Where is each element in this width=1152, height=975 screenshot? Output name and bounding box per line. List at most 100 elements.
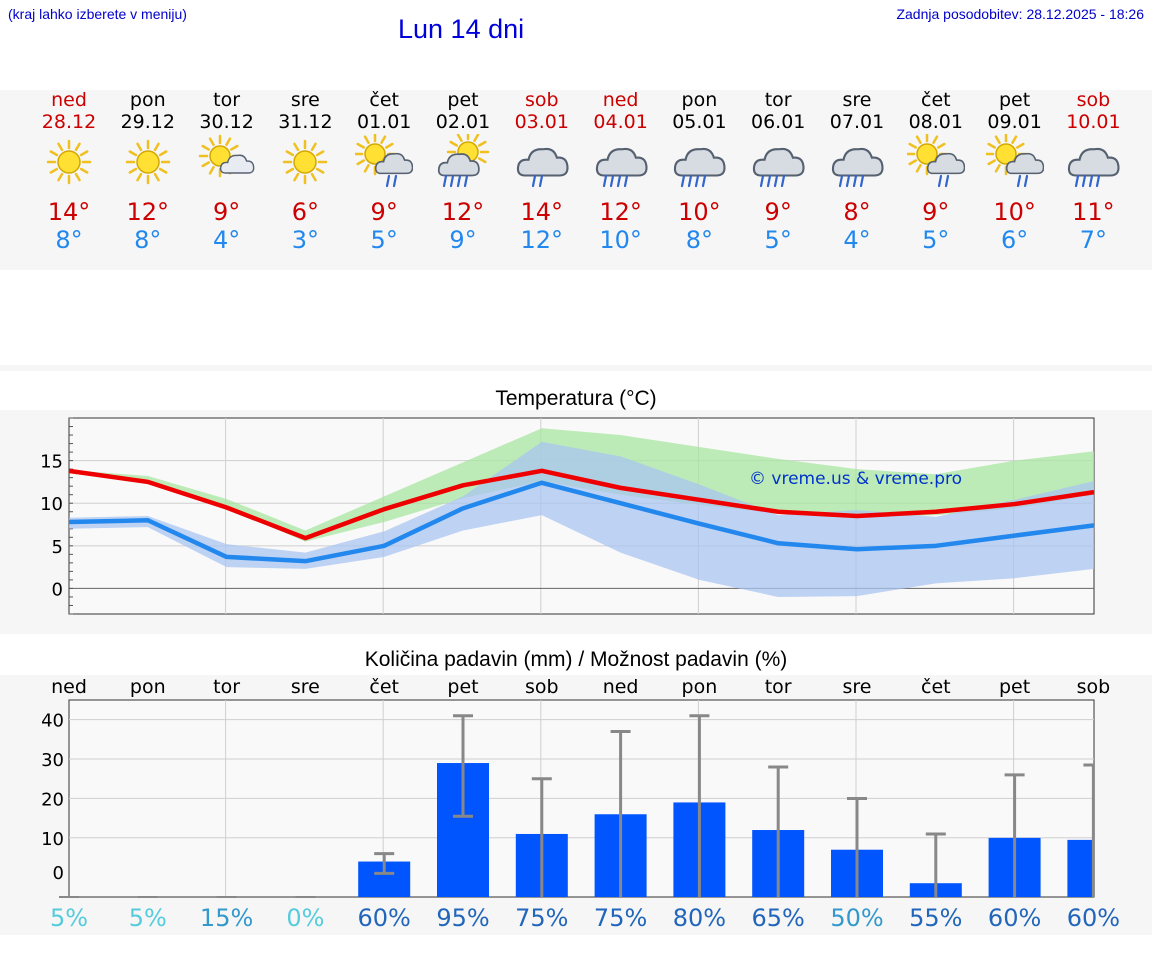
y-tick-label: 10: [41, 829, 64, 850]
temp-min: 5°: [922, 226, 950, 254]
precip-day-label: pon: [129, 676, 166, 698]
precip-probability: 15%: [199, 904, 254, 932]
sun-icon: [276, 134, 334, 192]
forecast-panel: [0, 90, 1152, 270]
sun-icon: [40, 134, 98, 192]
day-column: čet 01.01: [344, 89, 424, 133]
precip-chart: 0 10 20 30 40: [41, 699, 1095, 898]
temperature-chart: 0 5 10 15 © vreme.us & vreme.pro: [40, 417, 1095, 615]
precip-probability: 5%: [49, 904, 89, 932]
temp-min: 6°: [1000, 226, 1029, 254]
y-tick-label: 40: [41, 711, 64, 732]
precip-probability: 5%: [128, 904, 167, 932]
day-column: ned 04.01: [581, 89, 661, 133]
y-tick-label: 30: [41, 750, 64, 771]
temp-max: 14°: [47, 198, 91, 226]
day-date: 10.01: [1066, 111, 1121, 133]
y-tick-label: 0: [52, 579, 63, 600]
day-column: tor 06.01: [738, 89, 818, 133]
temp-min: 8°: [134, 226, 162, 254]
day-name: sob: [525, 89, 559, 111]
precip-day-label: čet: [369, 676, 399, 698]
precip-probability: 50%: [830, 904, 884, 932]
precip-probability: 60%: [987, 904, 1042, 932]
precip-day-label: tor: [764, 676, 792, 698]
day-name: pon: [129, 89, 166, 111]
day-name: čet: [921, 89, 951, 111]
min-temp-line: [68, 480, 1095, 564]
day-date: 28.12: [41, 111, 97, 133]
cloud-heavy-rain-icon: [670, 134, 728, 192]
day-column: pet 02.01: [423, 89, 503, 133]
temp-max: 11°: [1072, 198, 1115, 226]
temp-min: 8°: [685, 226, 714, 254]
day-date: 03.01: [514, 111, 569, 133]
precip-day-label: ned: [602, 676, 639, 698]
day-date: 30.12: [199, 111, 254, 133]
temp-max: 14°: [520, 198, 564, 226]
divider: [0, 365, 1152, 371]
y-tick-label: 0: [53, 863, 64, 884]
day-column: tor 30.12: [187, 89, 267, 133]
day-name: tor: [213, 89, 241, 111]
day-column: pet 09.01: [975, 89, 1055, 133]
temp-max: 9°: [212, 198, 241, 226]
precip-day-label: pet: [998, 676, 1031, 698]
day-date: 01.01: [356, 111, 412, 133]
day-name: sre: [842, 89, 872, 111]
temp-max: 10°: [993, 198, 1036, 226]
temp-max: 12°: [441, 198, 485, 226]
cloud-heavy-rain-icon: [749, 134, 807, 192]
day-date: 07.01: [829, 111, 885, 133]
day-name: pon: [681, 89, 718, 111]
precip-probability: 80%: [672, 904, 727, 932]
precip-probability: 75%: [593, 904, 648, 932]
day-date: 08.01: [908, 111, 963, 133]
temp-min: 4°: [212, 226, 241, 254]
precip-probability: 0%: [286, 904, 325, 932]
temp-max: 12°: [599, 198, 642, 226]
day-column: pon 29.12: [108, 89, 188, 133]
y-tick-label: 5: [52, 537, 63, 558]
day-column: sob 10.01: [1053, 89, 1133, 133]
precip-day-label: tor: [213, 676, 241, 698]
temp-max: 10°: [678, 198, 721, 226]
day-name: sob: [1076, 89, 1111, 111]
precip-probability: 95%: [436, 904, 490, 932]
y-tick-label: 15: [40, 452, 63, 473]
precip-day-label: ned: [51, 676, 87, 698]
day-name: ned: [602, 89, 639, 111]
day-name: tor: [764, 89, 792, 111]
temp-min: 12°: [520, 226, 564, 254]
day-name: ned: [51, 89, 87, 111]
temp-max: 12°: [126, 198, 170, 226]
page-title: Lun 14 dni: [398, 14, 525, 44]
cloud-heavy-rain-icon: [592, 134, 650, 192]
day-column: sob 03.01: [502, 89, 582, 133]
precip-day-label: pet: [447, 676, 479, 698]
day-date: 31.12: [278, 111, 333, 133]
day-date: 09.01: [987, 111, 1042, 133]
temp-min: 8°: [55, 226, 83, 254]
temp-min: 5°: [370, 226, 398, 254]
precip-probability: 65%: [751, 904, 805, 932]
day-date: 04.01: [593, 111, 648, 133]
precip-probability: 75%: [515, 904, 569, 932]
day-name: pet: [447, 89, 479, 111]
day-date: 06.01: [750, 111, 806, 133]
precip-probability: 60%: [1066, 904, 1121, 932]
last-updated: Zadnja posodobitev: 28.12.2025 - 18:26: [896, 6, 1144, 22]
temp-max: 9°: [922, 198, 950, 226]
day-column: čet 08.01: [896, 89, 976, 133]
temp-max: 8°: [843, 198, 871, 226]
temp-min: 9°: [449, 226, 477, 254]
temp-max: 9°: [764, 198, 792, 226]
day-date: 29.12: [120, 111, 175, 133]
precip-chart-title: Količina padavin (mm) / Možnost padavin …: [364, 648, 788, 671]
y-tick-label: 20: [41, 789, 64, 810]
precip-probability: 55%: [909, 904, 963, 932]
day-date: 02.01: [435, 111, 491, 133]
day-column: sre 31.12: [265, 89, 345, 133]
temp-min: 4°: [843, 226, 871, 254]
cloud-heavy-rain-icon: [828, 134, 886, 192]
